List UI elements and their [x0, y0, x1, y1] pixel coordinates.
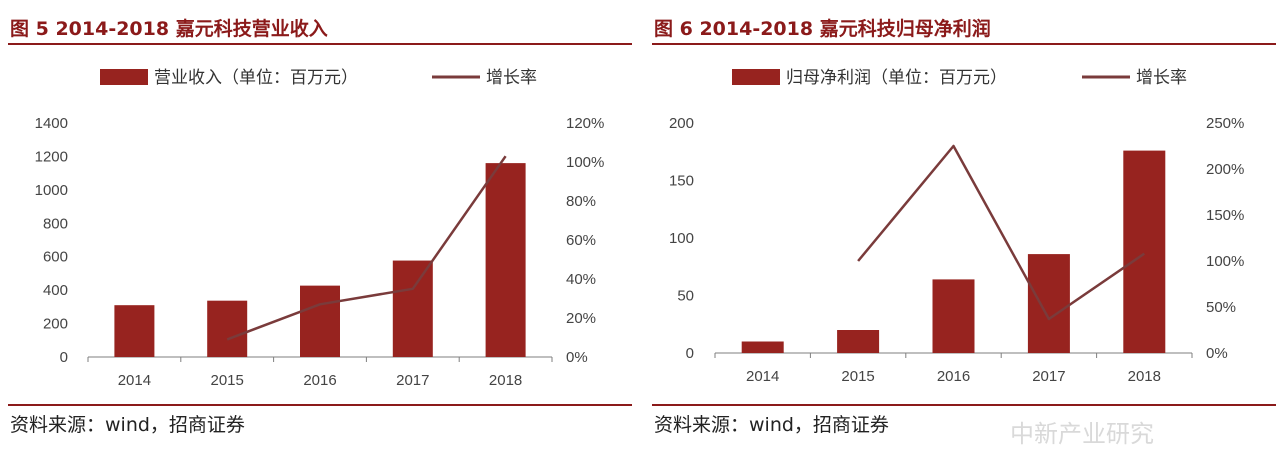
bar-2015: [837, 330, 880, 353]
y-tick-label: 1200: [35, 148, 68, 165]
y-tick-label: 200: [669, 115, 694, 132]
x-tick-label: 2016: [937, 368, 970, 385]
y-tick-label: 0: [60, 349, 68, 366]
bar-2014: [114, 305, 155, 357]
y2-tick-label: 100%: [1206, 253, 1244, 270]
y2-tick-label: 0%: [566, 349, 588, 366]
watermark-text: 中新产业研究: [1010, 420, 1154, 448]
y2-tick-label: 0%: [1206, 345, 1228, 362]
net-profit-chart: 归母净利润（单位：百万元） 增长率 0 50 100 150 200 0% 50% 100% 150…: [669, 68, 1244, 385]
bar-2018: [1123, 150, 1166, 353]
bar-2017: [392, 260, 433, 357]
source-note: 资料来源：wind，招商证券: [10, 414, 245, 436]
source-divider: [8, 404, 632, 406]
y2-tick-label: 200%: [1206, 161, 1244, 178]
x-tick-label: 2015: [841, 368, 874, 385]
y-tick-label: 1400: [35, 115, 68, 132]
growth-rate-line: [857, 144, 1146, 321]
bar-2017: [1027, 254, 1070, 353]
left-figure: 图 5 2014-2018 嘉元科技营业收入 营业收入（单位：百万元） 增长率 0 2…: [0, 0, 632, 438]
y-tick-label: 1000: [35, 182, 68, 199]
x-tick-label: 2015: [211, 372, 244, 389]
y-tick-label: 0: [686, 345, 694, 362]
title-divider: [652, 43, 1276, 45]
y2-tick-label: 50%: [1206, 299, 1236, 316]
y2-tick-label: 120%: [566, 115, 604, 132]
y-tick-label: 400: [43, 282, 68, 299]
source-divider: [652, 404, 1276, 406]
bar-2014: [741, 341, 784, 353]
y2-tick-label: 60%: [566, 232, 596, 249]
y2-tick-label: 20%: [566, 310, 596, 327]
bar-2016: [932, 279, 975, 353]
bar-2016: [300, 285, 340, 357]
y-tick-label: 100: [669, 230, 694, 247]
y-tick-label: 800: [43, 215, 68, 232]
legend-bar-swatch: [732, 69, 780, 85]
bar-2018: [485, 163, 526, 357]
y2-tick-label: 80%: [566, 193, 596, 210]
legend-line-label: 增长率: [486, 68, 537, 88]
y-tick-label: 600: [43, 249, 68, 266]
x-tick-label: 2017: [1032, 368, 1065, 385]
title-divider: [8, 43, 632, 45]
y-tick-label: 50: [677, 288, 694, 305]
y2-tick-label: 250%: [1206, 115, 1244, 132]
x-tick-label: 2017: [396, 372, 429, 389]
legend-bar-label: 营业收入（单位：百万元）: [154, 68, 358, 88]
right-figure: 图 6 2014-2018 嘉元科技归母净利润 归母净利润（单位：百万元） 增长率…: [644, 0, 1276, 438]
x-tick-label: 2018: [1128, 368, 1161, 385]
legend-bar-label: 归母净利润（单位：百万元）: [786, 68, 1007, 88]
y2-tick-label: 100%: [566, 154, 604, 171]
revenue-chart: 营业收入（单位：百万元） 增长率 0 200 400 600 800 1000 1200 1400…: [35, 68, 605, 389]
legend-line-label: 增长率: [1136, 68, 1187, 88]
y2-tick-label: 150%: [1206, 207, 1244, 224]
y-tick-label: 200: [43, 316, 68, 333]
y-tick-label: 150: [669, 173, 694, 190]
source-note: 资料来源：wind，招商证券: [654, 414, 889, 436]
figure-title: 图 6 2014-2018 嘉元科技归母净利润: [654, 18, 991, 40]
growth-rate-line: [226, 155, 507, 341]
bar-2015: [207, 300, 248, 357]
x-tick-label: 2014: [746, 368, 779, 385]
y2-tick-label: 40%: [566, 271, 596, 288]
legend-bar-swatch: [100, 69, 148, 85]
x-tick-label: 2018: [489, 372, 522, 389]
figure-title: 图 5 2014-2018 嘉元科技营业收入: [10, 18, 328, 40]
x-tick-label: 2016: [303, 372, 336, 389]
x-tick-label: 2014: [118, 372, 151, 389]
